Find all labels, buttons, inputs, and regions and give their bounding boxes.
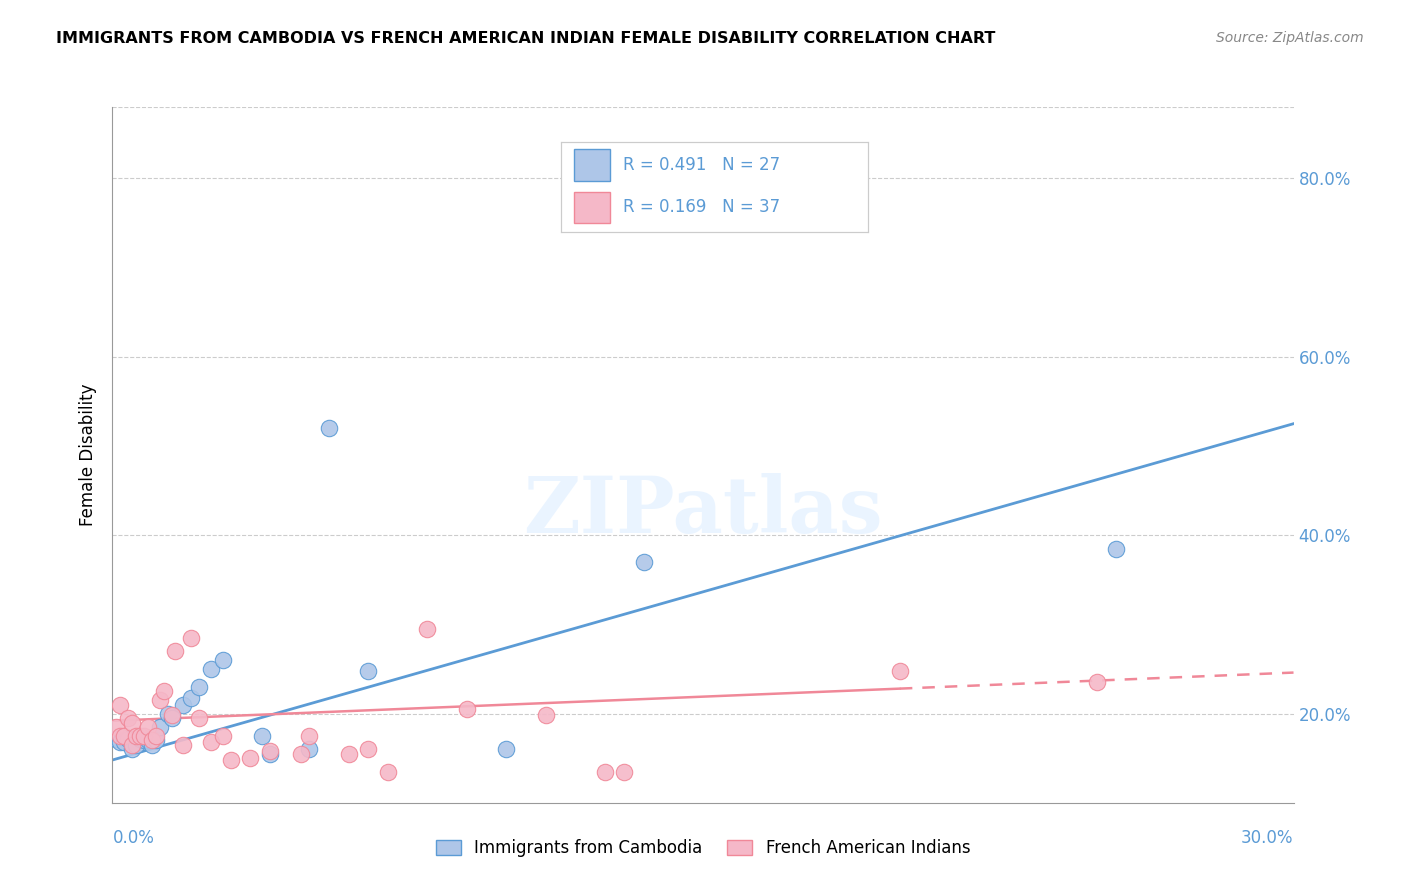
- Legend: Immigrants from Cambodia, French American Indians: Immigrants from Cambodia, French America…: [429, 833, 977, 864]
- Point: [889, 664, 911, 678]
- Point: [110, 698, 132, 712]
- Point: [136, 720, 159, 734]
- Text: 0.0%: 0.0%: [112, 829, 155, 847]
- Point: [357, 742, 380, 756]
- Point: [593, 764, 616, 779]
- Point: [145, 729, 167, 743]
- Point: [152, 684, 174, 698]
- Point: [145, 733, 167, 747]
- Point: [156, 706, 179, 721]
- Point: [172, 698, 194, 712]
- Point: [121, 715, 143, 730]
- Point: [110, 735, 132, 749]
- Point: [259, 747, 281, 761]
- Point: [357, 664, 380, 678]
- Point: [149, 693, 172, 707]
- Point: [149, 720, 172, 734]
- Text: ZIPatlas: ZIPatlas: [523, 473, 883, 549]
- Point: [141, 733, 163, 747]
- Point: [1085, 675, 1108, 690]
- Point: [259, 744, 281, 758]
- Point: [298, 742, 321, 756]
- Point: [337, 747, 360, 761]
- Point: [188, 711, 211, 725]
- Point: [495, 742, 517, 756]
- Point: [165, 644, 187, 658]
- Point: [290, 747, 312, 761]
- Y-axis label: Female Disability: Female Disability: [79, 384, 97, 526]
- Point: [160, 711, 183, 725]
- Point: [121, 742, 143, 756]
- Point: [250, 729, 273, 743]
- Point: [200, 662, 222, 676]
- Point: [239, 751, 262, 765]
- Point: [110, 729, 132, 743]
- Point: [534, 708, 557, 723]
- Point: [117, 711, 139, 725]
- Point: [456, 702, 478, 716]
- Point: [121, 738, 143, 752]
- Point: [318, 421, 340, 435]
- Point: [125, 729, 148, 743]
- Point: [117, 731, 139, 746]
- Point: [633, 555, 655, 569]
- Point: [132, 733, 155, 747]
- Point: [136, 733, 159, 747]
- Point: [105, 731, 128, 746]
- Point: [211, 729, 233, 743]
- Point: [112, 729, 135, 743]
- Point: [129, 731, 152, 746]
- Point: [125, 738, 148, 752]
- Point: [132, 729, 155, 743]
- Point: [141, 738, 163, 752]
- Point: [188, 680, 211, 694]
- Point: [200, 735, 222, 749]
- Point: [180, 690, 202, 705]
- Point: [416, 622, 439, 636]
- Point: [129, 729, 152, 743]
- Point: [180, 631, 202, 645]
- Point: [298, 729, 321, 743]
- Point: [613, 764, 636, 779]
- Point: [377, 764, 399, 779]
- Point: [160, 708, 183, 723]
- Point: [1105, 541, 1128, 556]
- Point: [172, 738, 194, 752]
- Text: 30.0%: 30.0%: [1241, 829, 1294, 847]
- Point: [211, 653, 233, 667]
- Text: Source: ZipAtlas.com: Source: ZipAtlas.com: [1216, 31, 1364, 45]
- Point: [219, 753, 242, 767]
- Text: IMMIGRANTS FROM CAMBODIA VS FRENCH AMERICAN INDIAN FEMALE DISABILITY CORRELATION: IMMIGRANTS FROM CAMBODIA VS FRENCH AMERI…: [56, 31, 995, 46]
- Point: [112, 735, 135, 749]
- Point: [105, 720, 128, 734]
